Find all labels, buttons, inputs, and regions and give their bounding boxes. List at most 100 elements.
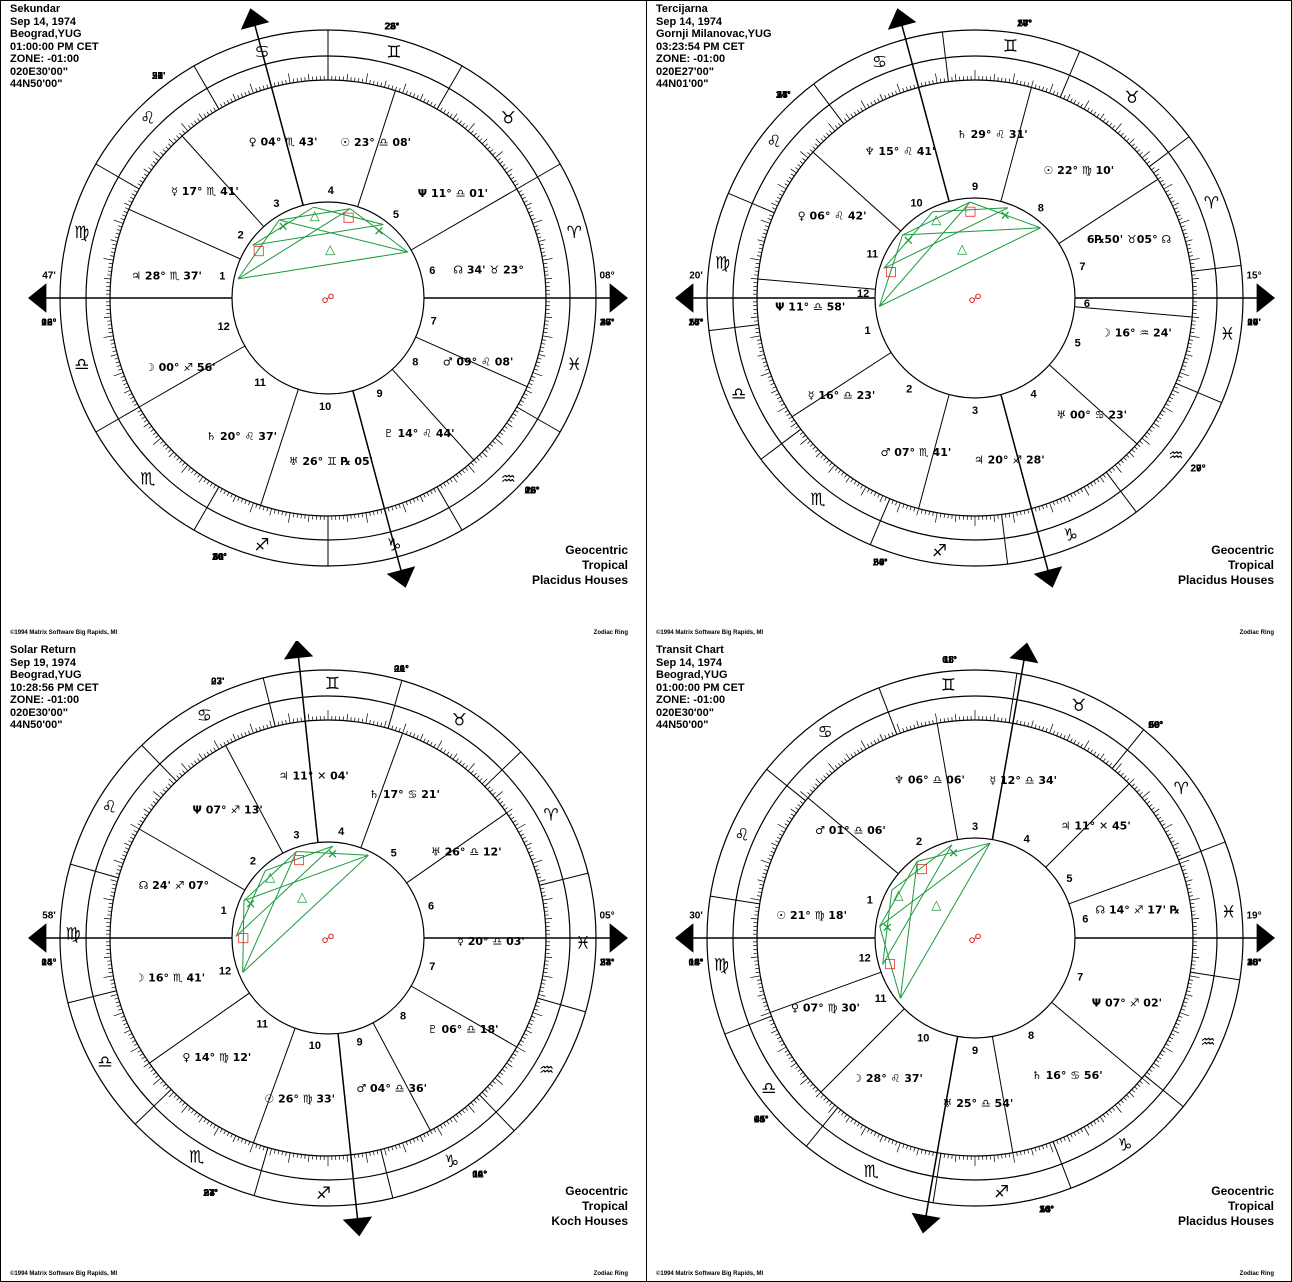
zodiac-sign-icon: ♐ bbox=[932, 542, 947, 562]
house-cusp bbox=[1051, 1001, 1143, 1079]
ic-axis bbox=[296, 647, 319, 843]
degree-tick bbox=[528, 382, 533, 386]
planet-placement: ☉ 26° ♍ 33' bbox=[264, 1093, 335, 1106]
degree-tick bbox=[770, 382, 775, 386]
degree-tick bbox=[470, 462, 474, 466]
sign-divider bbox=[728, 192, 775, 214]
chart-wheel: 123 456789101112♈♉♊♋♌♍♎♏♐♑♒♓✕□△✕□△☍05°58'… bbox=[28, 641, 628, 1237]
degree-tick bbox=[1187, 247, 1192, 250]
degree-tick bbox=[1151, 425, 1155, 429]
house-cusp bbox=[357, 90, 396, 207]
house-number: 4 bbox=[1030, 388, 1037, 400]
degree-tick bbox=[232, 733, 237, 741]
degree-tick bbox=[128, 393, 133, 396]
degree-tick bbox=[909, 1146, 912, 1151]
cusp-degree-label: 14' bbox=[1040, 1205, 1054, 1216]
degree-tick bbox=[1008, 513, 1011, 518]
degree-tick bbox=[249, 502, 254, 513]
degree-tick bbox=[1172, 842, 1180, 847]
degree-tick bbox=[1111, 467, 1115, 471]
degree-tick bbox=[110, 891, 115, 894]
chart-info: Geocentric Tropical Koch Houses bbox=[551, 1184, 628, 1229]
aspect-line bbox=[899, 861, 918, 999]
degree-tick bbox=[1175, 850, 1180, 854]
ic-arrow bbox=[1033, 566, 1063, 588]
aspect-line bbox=[243, 851, 297, 901]
degree-tick bbox=[758, 247, 763, 250]
cusp-degree-label: 26° bbox=[1148, 720, 1163, 731]
degree-tick bbox=[369, 80, 371, 85]
degree-tick bbox=[955, 73, 957, 81]
house-cusp bbox=[1045, 783, 1130, 868]
degree-tick bbox=[181, 1104, 189, 1113]
degree-tick bbox=[873, 1132, 877, 1136]
degree-tick bbox=[527, 847, 531, 850]
degree-tick bbox=[1141, 791, 1150, 799]
degree-tick bbox=[452, 113, 458, 120]
degree-tick bbox=[426, 100, 430, 104]
degree-tick bbox=[384, 720, 387, 728]
degree-tick bbox=[1178, 218, 1183, 221]
degree-tick bbox=[1080, 103, 1083, 108]
planet-placement: ♀ 06° ♌ 42' bbox=[798, 210, 867, 223]
degree-tick bbox=[464, 125, 468, 129]
degree-tick bbox=[1170, 840, 1175, 843]
sign-divider bbox=[479, 1094, 515, 1132]
degree-tick bbox=[1120, 1099, 1124, 1104]
degree-tick bbox=[1165, 830, 1170, 833]
degree-tick bbox=[532, 219, 543, 224]
degree-tick bbox=[369, 720, 371, 725]
degree-tick bbox=[1136, 443, 1141, 447]
degree-tick bbox=[1174, 847, 1178, 850]
degree-tick bbox=[1169, 196, 1173, 200]
house-cusp bbox=[225, 745, 284, 854]
degree-tick bbox=[764, 865, 769, 868]
degree-tick bbox=[504, 167, 508, 171]
degree-tick bbox=[820, 138, 824, 142]
degree-tick bbox=[103, 975, 114, 978]
degree-tick bbox=[512, 413, 517, 416]
degree-tick bbox=[308, 515, 310, 523]
vertical-divider bbox=[646, 0, 647, 1282]
degree-tick bbox=[281, 1151, 284, 1156]
degree-tick bbox=[759, 990, 764, 993]
degree-tick bbox=[143, 1062, 150, 1068]
degree-tick bbox=[750, 258, 761, 261]
degree-tick bbox=[504, 425, 508, 429]
degree-tick bbox=[426, 492, 430, 496]
header-line: Gornji Milanovac,YUG bbox=[656, 28, 772, 40]
degree-tick bbox=[769, 379, 774, 382]
degree-tick bbox=[1192, 956, 1200, 958]
degree-tick bbox=[1008, 1153, 1011, 1158]
degree-tick bbox=[514, 183, 519, 187]
degree-tick bbox=[761, 236, 766, 239]
degree-tick bbox=[1019, 80, 1022, 85]
cusp-degree-label: 57' bbox=[689, 317, 703, 328]
degree-tick bbox=[476, 1097, 480, 1101]
degree-tick bbox=[891, 92, 894, 97]
degree-tick bbox=[1185, 354, 1193, 357]
degree-tick bbox=[1178, 1015, 1183, 1018]
degree-tick bbox=[1114, 763, 1122, 772]
degree-tick bbox=[499, 801, 504, 805]
degree-tick bbox=[1052, 90, 1055, 95]
degree-tick bbox=[1178, 375, 1183, 378]
degree-tick bbox=[757, 994, 765, 997]
degree-tick bbox=[110, 342, 115, 345]
aspect-line bbox=[879, 861, 918, 927]
degree-tick bbox=[122, 214, 127, 217]
degree-tick bbox=[539, 350, 544, 353]
degree-tick bbox=[188, 1107, 192, 1111]
chart-panel-sekundar: Sekundar Sep 14, 1974 Beograd,YUG 01:00:00 … bbox=[0, 0, 646, 641]
degree-tick bbox=[853, 751, 857, 756]
degree-tick bbox=[357, 78, 360, 83]
header-line: 01:00:00 PM CET bbox=[10, 40, 99, 53]
degree-tick bbox=[165, 786, 169, 790]
degree-tick bbox=[1090, 482, 1093, 487]
degree-tick bbox=[150, 164, 155, 168]
degree-tick bbox=[346, 515, 348, 523]
degree-tick bbox=[137, 1049, 142, 1053]
aspect-marker: △ bbox=[297, 890, 307, 905]
degree-tick bbox=[430, 101, 433, 106]
degree-tick bbox=[188, 467, 192, 471]
